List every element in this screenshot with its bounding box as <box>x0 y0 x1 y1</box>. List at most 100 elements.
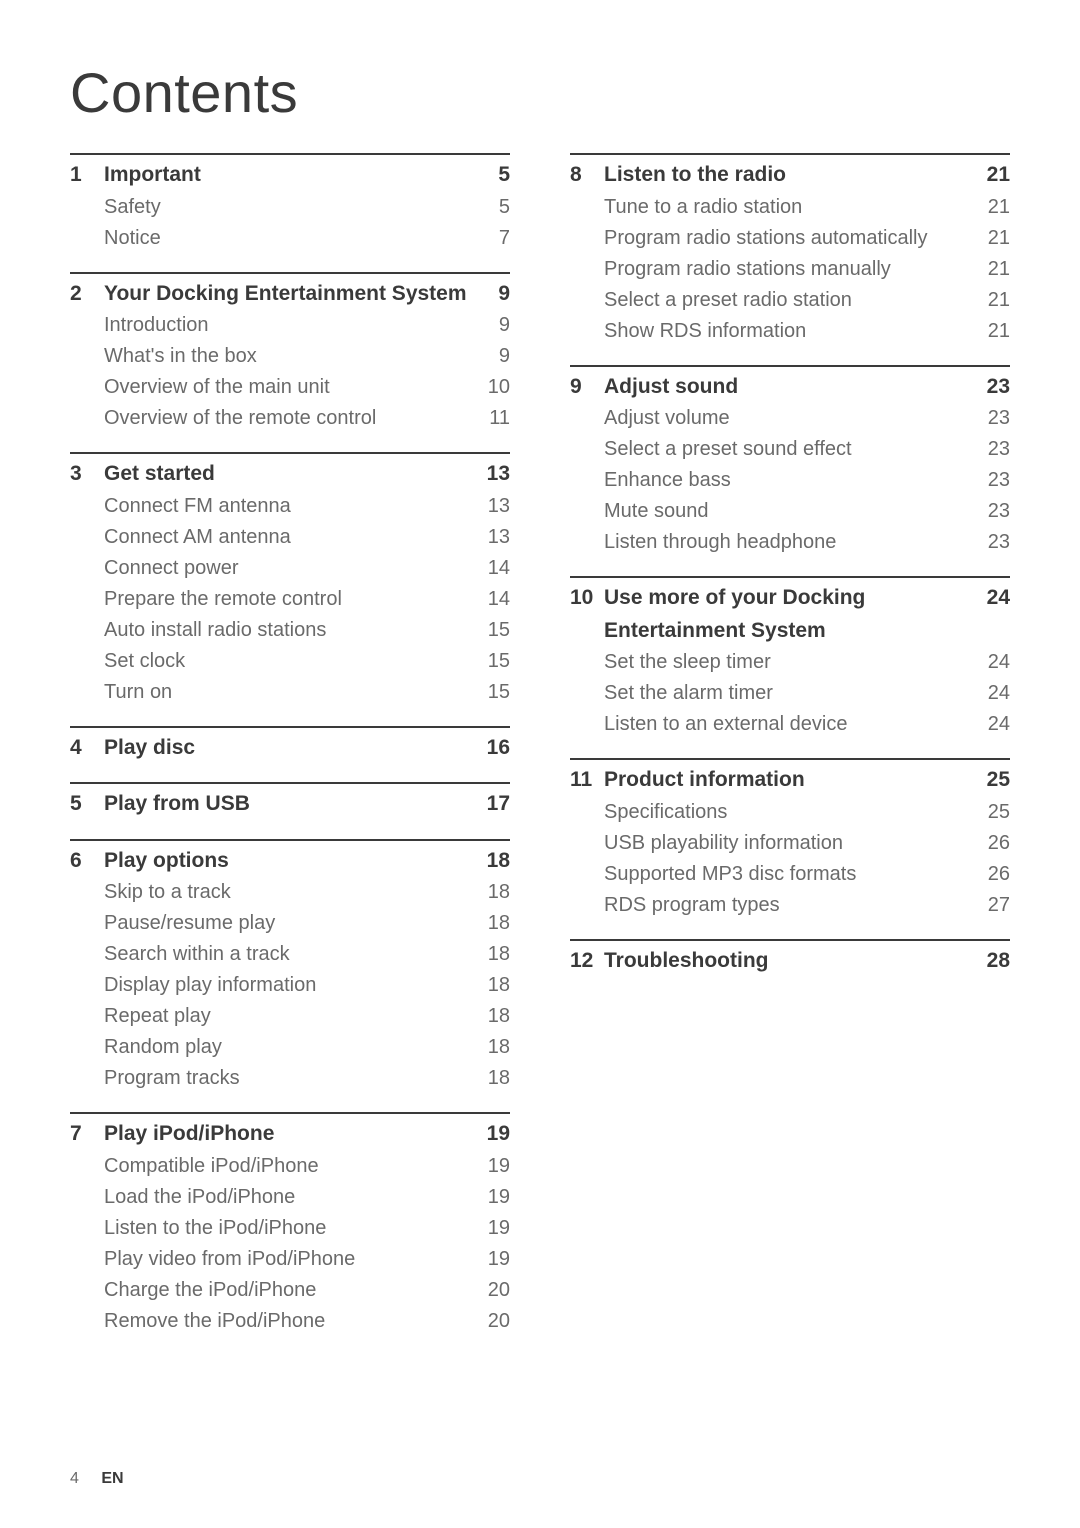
toc-section: 12Troubleshooting28 <box>570 939 1010 996</box>
toc-item-page: 21 <box>970 192 1010 223</box>
toc-item-label: Repeat play <box>104 1001 470 1032</box>
toc-item-page: 9 <box>470 310 510 341</box>
toc-left-column: 1Important5Safety5Notice72Your Docking E… <box>70 153 510 1355</box>
toc-item-label: Mute sound <box>604 496 970 527</box>
toc-item-label: Skip to a track <box>104 877 470 908</box>
toc-item-page: 24 <box>970 678 1010 709</box>
toc-item-page: 5 <box>470 192 510 223</box>
toc-item-page: 19 <box>470 1182 510 1213</box>
toc-section-number: 7 <box>70 1118 104 1151</box>
toc-section-number: 10 <box>570 582 604 615</box>
toc-item-label: Introduction <box>104 310 470 341</box>
toc-item-label: Search within a track <box>104 939 470 970</box>
toc-item-page: 23 <box>970 496 1010 527</box>
toc-item-page: 26 <box>970 859 1010 890</box>
toc-item-label: Connect power <box>104 553 470 584</box>
toc-item-page: 21 <box>970 223 1010 254</box>
toc-item: Pause/resume play18 <box>70 908 510 939</box>
toc-section-number: 3 <box>70 458 104 491</box>
page-footer: 4 EN <box>70 1470 124 1488</box>
toc-item-page: 9 <box>470 341 510 372</box>
toc-item-label: Select a preset sound effect <box>604 434 970 465</box>
toc-section-heading: 1Important5 <box>70 159 510 192</box>
toc-item-label: Specifications <box>604 797 970 828</box>
toc-item-label: Play video from iPod/iPhone <box>104 1244 470 1275</box>
toc-item-page: 20 <box>470 1275 510 1306</box>
toc-section-title: Adjust sound <box>604 371 970 404</box>
toc-item-page: 13 <box>470 491 510 522</box>
toc-item: Program radio stations automatically21 <box>570 223 1010 254</box>
toc-item-page: 13 <box>470 522 510 553</box>
toc-item-page: 23 <box>970 434 1010 465</box>
toc-item-page: 23 <box>970 465 1010 496</box>
toc-item-label: Connect AM antenna <box>104 522 470 553</box>
toc-section-page: 28 <box>970 945 1010 978</box>
toc-section-number: 5 <box>70 788 104 821</box>
toc-item: Notice7 <box>70 223 510 254</box>
toc-section-page: 16 <box>470 732 510 765</box>
toc-item-page: 15 <box>470 677 510 708</box>
toc-item: Load the iPod/iPhone19 <box>70 1182 510 1213</box>
toc-item: Overview of the main unit10 <box>70 372 510 403</box>
toc-item: Program radio stations manually21 <box>570 254 1010 285</box>
toc-section-number: 2 <box>70 278 104 311</box>
toc-item-label: Supported MP3 disc formats <box>604 859 970 890</box>
toc-item: Prepare the remote control14 <box>70 584 510 615</box>
toc-item-page: 23 <box>970 403 1010 434</box>
toc-section-number: 4 <box>70 732 104 765</box>
toc-section-number: 6 <box>70 845 104 878</box>
toc-section-page: 18 <box>470 845 510 878</box>
toc-section-page: 24 <box>970 582 1010 615</box>
toc-item-label: Overview of the main unit <box>104 372 470 403</box>
toc-item-label: Show RDS information <box>604 316 970 347</box>
toc-item: Program tracks18 <box>70 1063 510 1094</box>
toc-item: Skip to a track18 <box>70 877 510 908</box>
toc-item: Random play18 <box>70 1032 510 1063</box>
toc-item: Compatible iPod/iPhone19 <box>70 1151 510 1182</box>
toc-item-page: 10 <box>470 372 510 403</box>
toc-section-title: Play iPod/iPhone <box>104 1118 470 1151</box>
toc-section-heading: 2Your Docking Entertainment System9 <box>70 278 510 311</box>
toc-item: Mute sound23 <box>570 496 1010 527</box>
toc-item-label: Connect FM antenna <box>104 491 470 522</box>
toc-item: Set clock15 <box>70 646 510 677</box>
toc-item: Select a preset sound effect23 <box>570 434 1010 465</box>
toc-section: 1Important5Safety5Notice7 <box>70 153 510 272</box>
toc-section-number: 9 <box>570 371 604 404</box>
toc-item: Listen to the iPod/iPhone19 <box>70 1213 510 1244</box>
toc-item-page: 15 <box>470 615 510 646</box>
toc-section-number: 11 <box>570 764 604 797</box>
toc-item-page: 18 <box>470 939 510 970</box>
toc-section-page: 9 <box>470 278 510 311</box>
toc-item: Select a preset radio station21 <box>570 285 1010 316</box>
toc-item: USB playability information26 <box>570 828 1010 859</box>
toc-item-label: Load the iPod/iPhone <box>104 1182 470 1213</box>
toc-section-page: 19 <box>470 1118 510 1151</box>
toc-item-page: 11 <box>470 403 510 434</box>
toc-item: RDS program types27 <box>570 890 1010 921</box>
toc-item-label: USB playability information <box>604 828 970 859</box>
toc-item-page: 14 <box>470 553 510 584</box>
toc-item: Auto install radio stations15 <box>70 615 510 646</box>
toc-item-page: 18 <box>470 1001 510 1032</box>
toc-item-page: 18 <box>470 1063 510 1094</box>
toc-section-title: Listen to the radio <box>604 159 970 192</box>
toc-item-label: Program tracks <box>104 1063 470 1094</box>
toc-item-label: Turn on <box>104 677 470 708</box>
toc-item-page: 24 <box>970 709 1010 740</box>
toc-item-label: Remove the iPod/iPhone <box>104 1306 470 1337</box>
toc-item: Enhance bass23 <box>570 465 1010 496</box>
toc-item-page: 21 <box>970 316 1010 347</box>
toc-right-column: 8Listen to the radio21Tune to a radio st… <box>570 153 1010 1355</box>
toc-item: Connect AM antenna13 <box>70 522 510 553</box>
toc-columns: 1Important5Safety5Notice72Your Docking E… <box>70 153 1010 1355</box>
toc-item-label: Auto install radio stations <box>104 615 470 646</box>
toc-item-label: Set the sleep timer <box>604 647 970 678</box>
toc-item: Safety5 <box>70 192 510 223</box>
toc-item-label: Program radio stations manually <box>604 254 970 285</box>
toc-item-page: 24 <box>970 647 1010 678</box>
toc-section-heading: 11Product information25 <box>570 764 1010 797</box>
toc-section: 6Play options18Skip to a track18Pause/re… <box>70 839 510 1113</box>
toc-item-label: Enhance bass <box>604 465 970 496</box>
toc-item-label: Safety <box>104 192 470 223</box>
